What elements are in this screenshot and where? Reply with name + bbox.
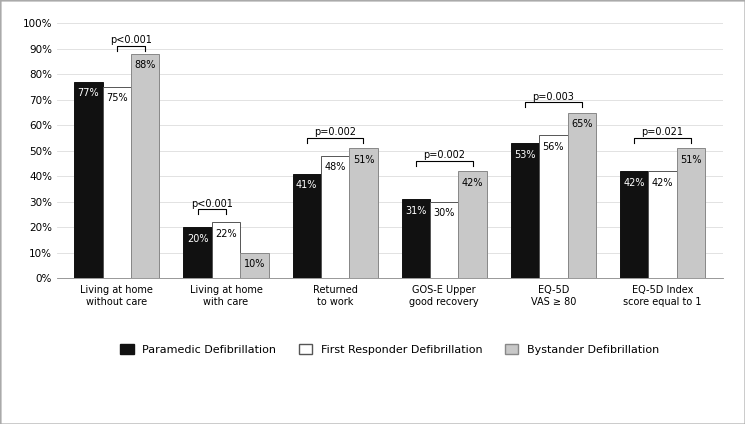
Bar <box>321 156 349 279</box>
Bar <box>430 202 458 279</box>
Text: 22%: 22% <box>215 229 237 239</box>
Text: 65%: 65% <box>571 119 592 129</box>
Bar <box>402 199 430 279</box>
Text: p<0.001: p<0.001 <box>110 36 152 45</box>
Text: 30%: 30% <box>434 208 455 218</box>
Bar <box>539 136 568 279</box>
Bar <box>568 112 596 279</box>
Text: 51%: 51% <box>352 155 374 165</box>
Bar <box>240 253 268 279</box>
Bar <box>349 148 378 279</box>
Text: 20%: 20% <box>187 234 209 244</box>
Bar <box>458 171 486 279</box>
Text: 53%: 53% <box>514 150 536 159</box>
Text: p=0.021: p=0.021 <box>641 127 683 137</box>
Bar <box>74 82 103 279</box>
Text: 48%: 48% <box>324 162 346 172</box>
Text: 42%: 42% <box>462 178 484 187</box>
Text: 75%: 75% <box>106 93 127 103</box>
Text: 42%: 42% <box>652 178 673 187</box>
Bar <box>676 148 705 279</box>
Bar <box>103 87 131 279</box>
Text: 77%: 77% <box>77 88 99 98</box>
Bar <box>620 171 648 279</box>
Text: 88%: 88% <box>135 60 156 70</box>
Text: 10%: 10% <box>244 259 265 269</box>
Bar <box>212 222 240 279</box>
Text: 56%: 56% <box>542 142 564 152</box>
Text: p=0.002: p=0.002 <box>423 150 465 160</box>
Bar <box>293 174 321 279</box>
Text: p=0.002: p=0.002 <box>314 127 356 137</box>
Text: 51%: 51% <box>680 155 702 165</box>
Bar <box>131 54 159 279</box>
Legend: Paramedic Defibrillation, First Responder Defibrillation, Bystander Defibrillati: Paramedic Defibrillation, First Responde… <box>115 340 664 360</box>
Text: p<0.001: p<0.001 <box>191 199 232 209</box>
Text: 41%: 41% <box>296 180 317 190</box>
Text: p=0.003: p=0.003 <box>533 92 574 102</box>
Text: 31%: 31% <box>405 206 427 216</box>
Bar <box>648 171 676 279</box>
Bar <box>183 227 212 279</box>
Text: 42%: 42% <box>624 178 645 187</box>
Bar <box>511 143 539 279</box>
